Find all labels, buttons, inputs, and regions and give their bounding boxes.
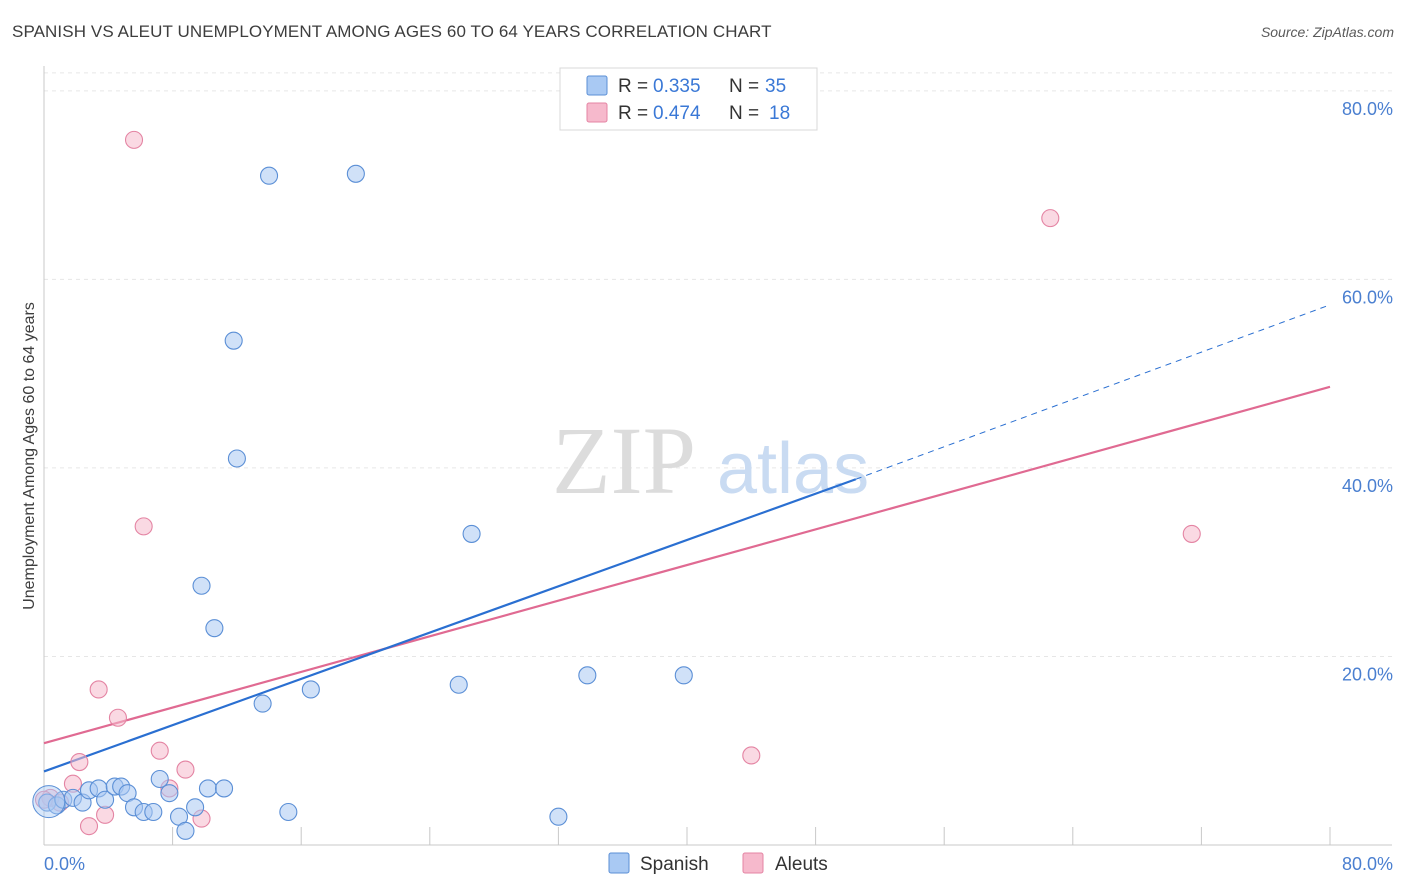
- spanish-point: [205, 619, 224, 638]
- x-tick-label-max: 80.0%: [1342, 854, 1393, 874]
- spanish-point: [214, 779, 234, 798]
- spanish-point: [449, 675, 468, 694]
- spanish-point: [674, 666, 693, 685]
- spanish-point: [549, 807, 568, 826]
- watermark-zip: ZIP: [552, 407, 696, 514]
- aleuts-point: [70, 752, 89, 772]
- aleuts-point: [1041, 209, 1060, 228]
- bottom-legend-swatch-spanish: [608, 852, 630, 874]
- aleuts-point: [150, 741, 169, 760]
- spanish-point: [150, 769, 169, 789]
- y-tick-label-60: 60.0%: [1342, 287, 1393, 307]
- aleuts-point: [89, 680, 108, 699]
- spanish-point: [578, 666, 597, 685]
- aleuts-point: [79, 817, 99, 836]
- spanish-point: [198, 779, 218, 798]
- tick-labels: 20.0% 40.0% 60.0% 80.0% 0.0% 80.0%: [44, 99, 1393, 874]
- y-axis-label: Unemployment Among Ages 60 to 64 years: [21, 302, 38, 610]
- gridlines: [44, 72, 1392, 657]
- spanish-point: [186, 798, 205, 817]
- spanish-cluster-point: [32, 785, 66, 819]
- aleuts-point: [742, 746, 761, 765]
- aleuts-point: [108, 708, 127, 727]
- y-tick-label-20: 20.0%: [1342, 664, 1393, 684]
- spanish-point: [346, 164, 365, 183]
- bottom-legend-aleuts: Aleuts: [775, 854, 828, 875]
- spanish-point: [253, 694, 272, 713]
- spanish-point: [96, 790, 115, 809]
- spanish-points: [32, 164, 693, 840]
- spanish-point: [144, 802, 163, 822]
- x-tick-label-min: 0.0%: [44, 854, 85, 874]
- aleuts-point: [134, 517, 153, 536]
- legend-n-value-aleuts: 18: [769, 103, 790, 124]
- legend-r-value-aleuts: 0.474: [653, 103, 701, 124]
- aleuts-point: [124, 130, 144, 149]
- legend-swatch-aleuts: [586, 102, 608, 123]
- spanish-point: [227, 449, 246, 468]
- legend-n-value-spanish: 35: [765, 76, 786, 97]
- source-label: Source: ZipAtlas.com: [1260, 24, 1394, 40]
- y-tick-label-80: 80.0%: [1342, 99, 1393, 119]
- legend-swatch-spanish: [586, 75, 608, 96]
- spanish-point: [224, 331, 243, 350]
- aleuts-point: [96, 805, 115, 824]
- spanish-trend-line: [43, 478, 857, 773]
- chart-title: SPANISH VS ALEUT UNEMPLOYMENT AMONG AGES…: [12, 22, 772, 41]
- spanish-point: [259, 166, 279, 185]
- trend-lines: [43, 304, 1331, 773]
- spanish-point: [192, 576, 211, 595]
- legend-n-label-aleuts: N =: [729, 103, 759, 124]
- y-tick-label-40: 40.0%: [1342, 476, 1393, 496]
- watermark-atlas: atlas: [717, 429, 869, 509]
- correlation-legend: R = 0.335 N = 35 R = 0.474 N = 18: [559, 67, 818, 131]
- spanish-point: [176, 821, 195, 840]
- bottom-legend-swatch-aleuts: [742, 852, 764, 874]
- legend-n-label-spanish: N =: [729, 76, 759, 97]
- axes: [43, 66, 1392, 846]
- aleuts-point: [1182, 524, 1201, 543]
- spanish-point: [160, 784, 179, 803]
- spanish-point: [279, 802, 298, 822]
- spanish-point: [301, 680, 320, 699]
- legend-r-label-spanish: R =: [618, 76, 648, 97]
- legend-r-value-spanish: 0.335: [653, 76, 701, 97]
- spanish-point: [462, 524, 481, 543]
- legend-r-label-aleuts: R =: [618, 103, 648, 124]
- aleuts-point: [176, 760, 195, 779]
- watermark: ZIP atlas: [552, 407, 869, 514]
- series-legend: Spanish Aleuts: [608, 852, 828, 875]
- spanish-trend-extension: [855, 304, 1331, 480]
- bottom-legend-spanish: Spanish: [640, 854, 709, 875]
- aleuts-trend-line: [43, 385, 1331, 745]
